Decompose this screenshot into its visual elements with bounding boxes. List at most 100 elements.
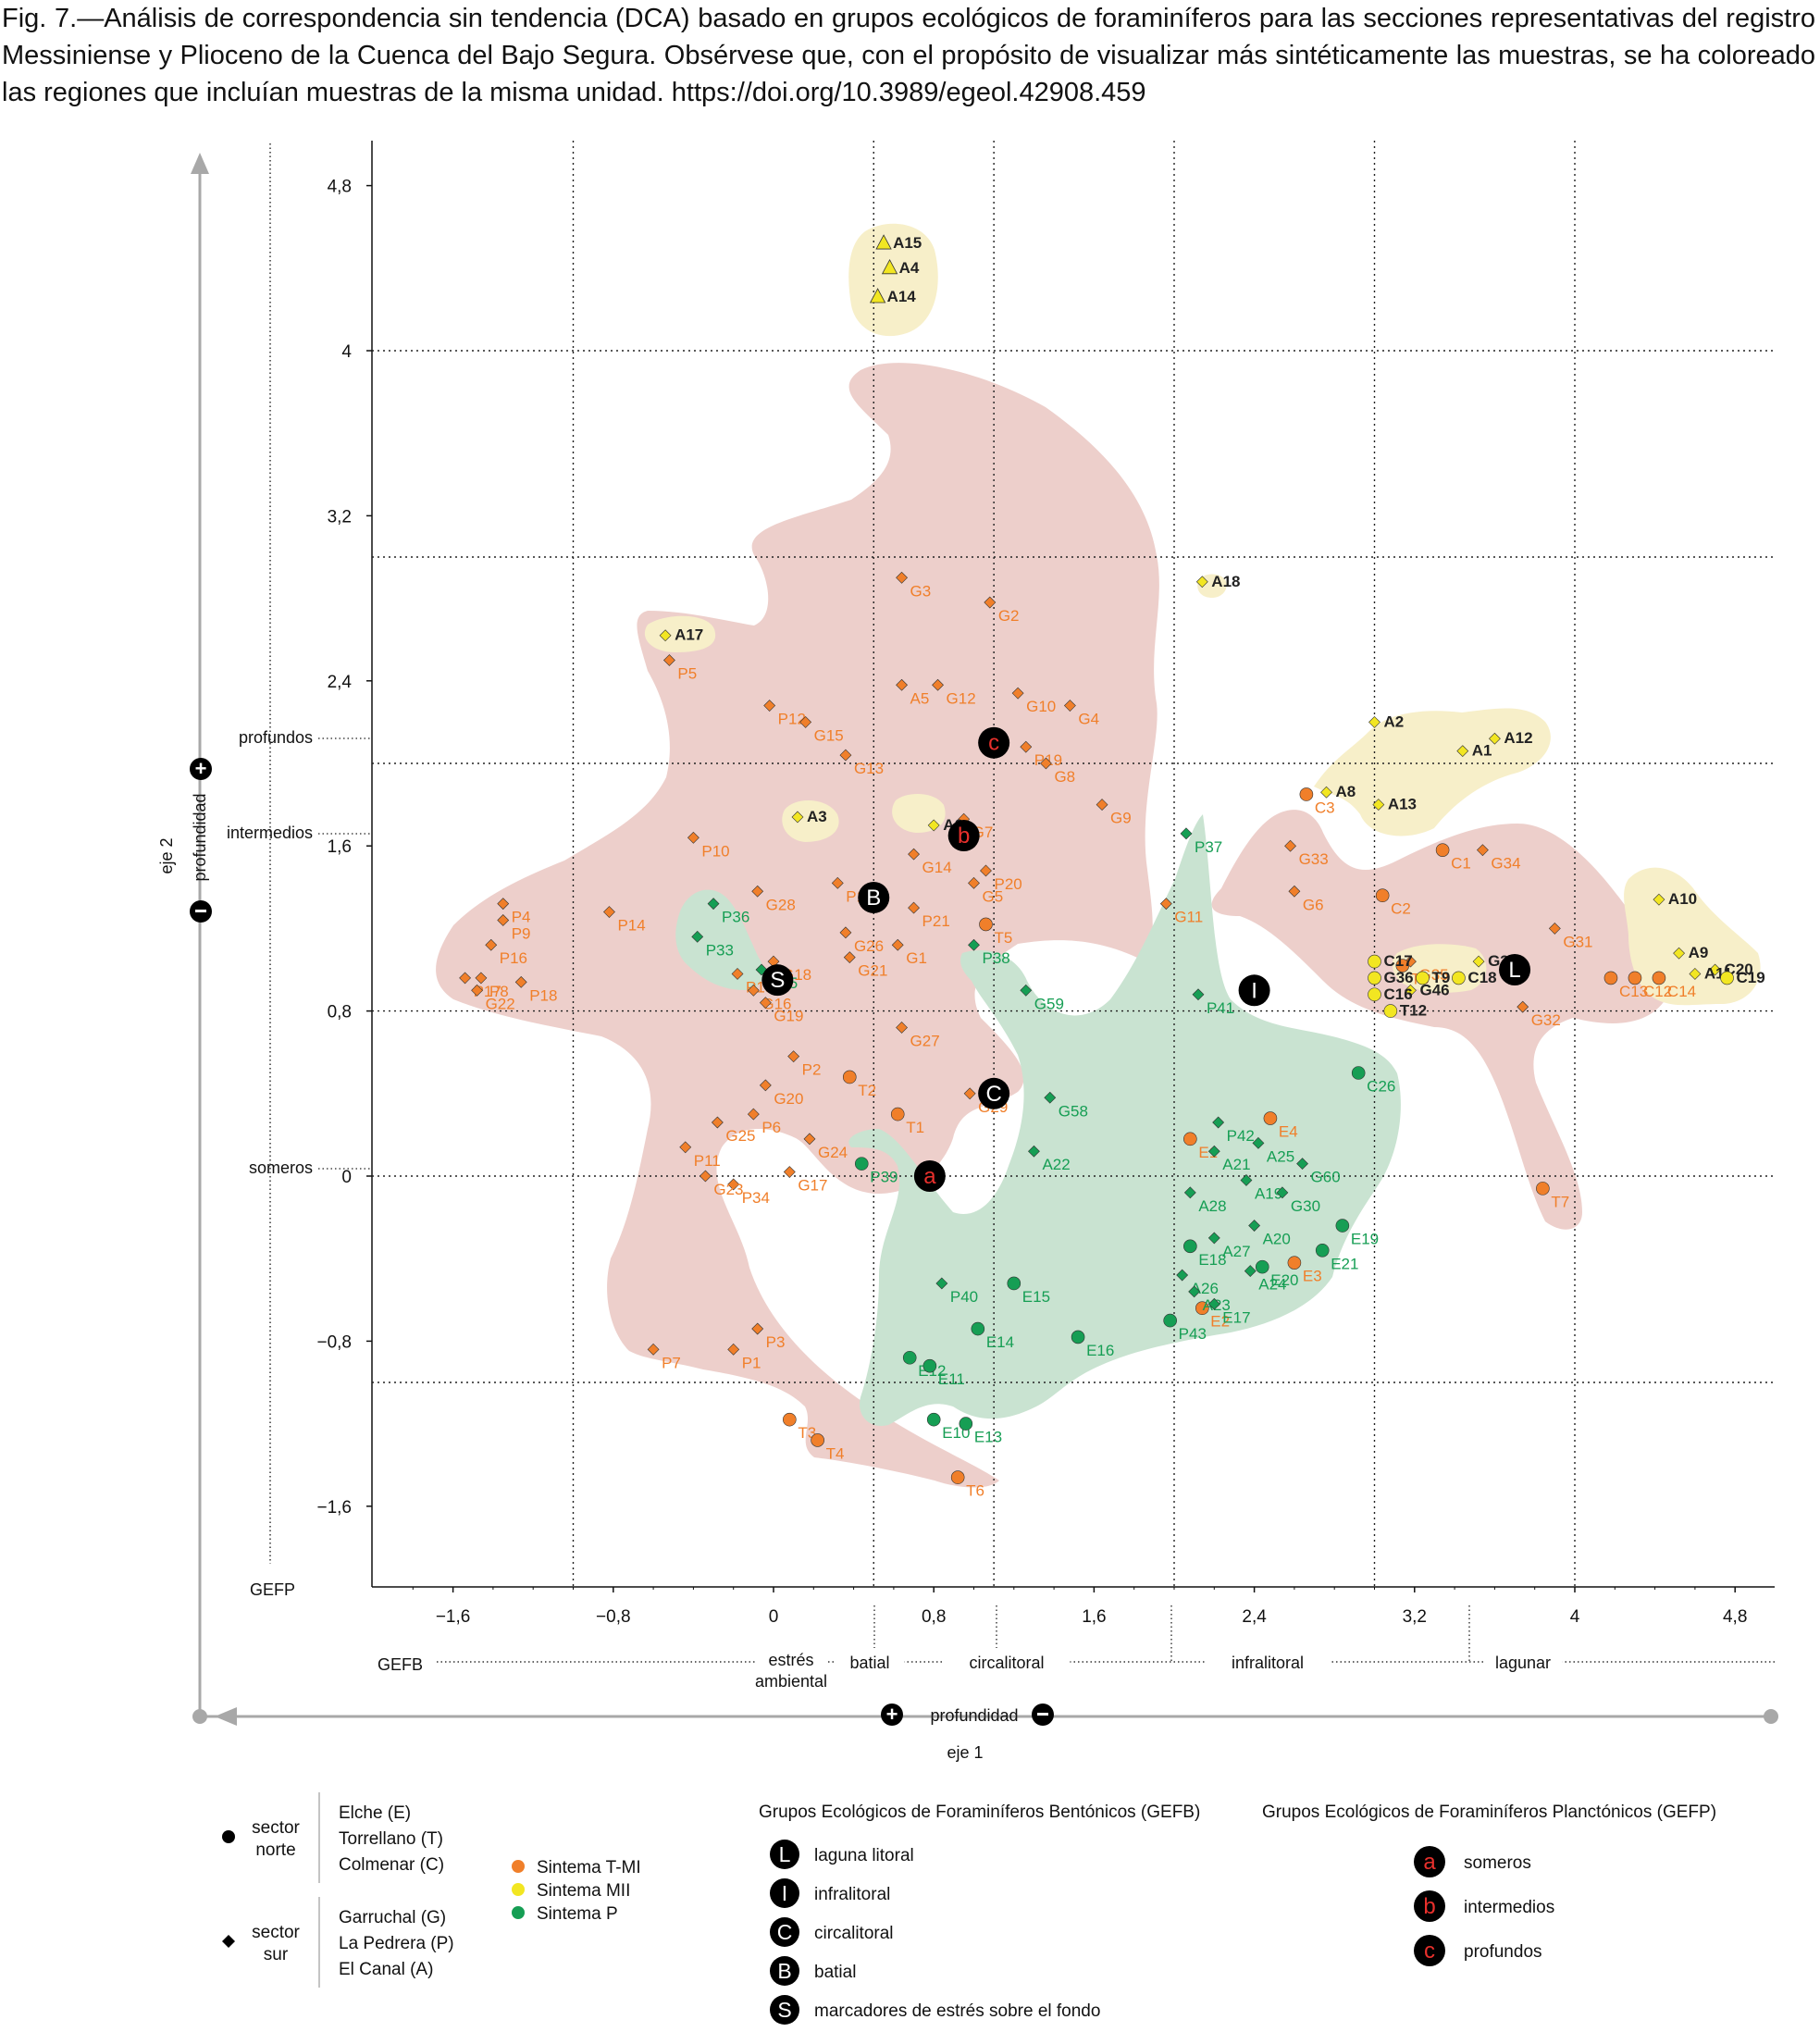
point-C18: C18 [1452,969,1497,986]
point-A27: A27 [1207,1232,1251,1260]
point-marker [926,1412,941,1427]
point-marker [1372,799,1385,812]
point-marker [1276,1186,1289,1199]
point-C14: C14 [1652,971,1696,1000]
point-marker [1456,745,1469,758]
point-marker [869,288,886,304]
point-G22: G22 [471,984,515,1012]
point-G14: G14 [908,848,952,876]
point-P34: P34 [727,1178,770,1207]
point-P41: P41 [1192,988,1234,1017]
legend-gefb-icon-1 [770,1878,799,1908]
x-tick-label-2: 0 [769,1607,779,1627]
x-zone-1: batial [849,1654,889,1672]
point-A21: A21 [1207,1145,1251,1173]
legend-gefb-label-3: batial [814,1963,856,1982]
point-G58: G58 [1044,1091,1088,1120]
point-label-G14: G14 [922,859,952,876]
point-marker [1263,1111,1278,1125]
point-P1: P1 [727,1343,761,1371]
point-marker [891,938,904,951]
point-G6: G6 [1288,885,1324,913]
point-label-G16: G16 [761,995,791,1012]
legend-sector-1: sector sur Garruchal (G) La Pedrera (P) El C… [222,1897,454,1988]
point-label-C13: C13 [1619,983,1648,1000]
point-E11: E11 [922,1358,965,1388]
legend-sector-diamond-icon [222,1935,235,1948]
point-marker [984,596,997,609]
point-marker [932,678,944,691]
point-label-G28: G28 [766,896,796,913]
point-A19: A19 [1240,1174,1282,1202]
point-label-P2: P2 [802,1061,822,1079]
marker-label-I: I [1251,978,1257,1003]
point-P7: P7 [647,1343,681,1371]
point-label-G3: G3 [910,582,932,600]
point-A4: A4 [881,259,920,277]
legend-unit-label-0: Sintema T-MI [537,1858,641,1877]
point-label-C1: C1 [1451,855,1471,873]
point-marker [1368,954,1381,969]
point-marker [1720,971,1734,985]
point-label-E4: E4 [1279,1123,1298,1141]
marker-label-L: L [1508,958,1520,983]
point-marker [1652,971,1666,985]
marker-c: c [978,726,1010,759]
point-label-E19: E19 [1351,1231,1379,1248]
point-A25: A25 [1252,1136,1294,1165]
point-label-P41: P41 [1207,999,1234,1017]
point-marker [968,876,980,889]
point-marker [1159,898,1172,911]
point-label-G21: G21 [858,962,887,980]
point-A24: A24 [1244,1265,1287,1294]
point-A12: A12 [1488,729,1533,747]
point-G4: G4 [1063,700,1099,728]
point-marker [647,1343,660,1356]
point-label-G4: G4 [1078,711,1099,728]
point-marker [1195,1301,1209,1316]
point-label-P18: P18 [529,986,557,1004]
y-depth-plus-sign: + [195,757,207,780]
point-marker [1207,1145,1220,1158]
marker-label-B: B [866,886,881,911]
point-C17: C17 [1368,952,1413,970]
point-P43: P43 [1163,1313,1207,1343]
legend-unit-2: Sintema P [512,1904,618,1924]
x-zone-bg-0 [756,1648,826,1670]
point-label-P8: P8 [489,983,509,1000]
point-marker [1296,1158,1308,1171]
point-label-G22: G22 [486,995,515,1012]
legend-gefp-label-1: intermedios [1464,1898,1554,1917]
legend-sector-item-1-1: La Pedrera (P) [339,1934,454,1953]
legend-gefp-symbol-2: c [1424,1939,1435,1964]
point-marker [896,1022,908,1034]
point-P10: P10 [687,831,730,860]
x-tick-label-4: 1,6 [1082,1607,1106,1627]
point-P14: P14 [603,906,646,935]
point-C19: C19 [1720,969,1765,986]
x-arrow-head [215,1707,237,1726]
point-label-C17: C17 [1384,952,1413,970]
point-marker [1368,715,1380,728]
point-label-P34: P34 [742,1189,770,1207]
point-P18: P18 [514,975,557,1004]
point-A1: A1 [1456,742,1492,760]
point-label-P7: P7 [662,1354,681,1371]
point-marker [471,984,484,997]
point-label-A17: A17 [675,626,703,644]
point-label-A3: A3 [807,808,827,825]
point-label-P36: P36 [722,909,749,926]
point-marker [896,678,908,691]
point-E17: E17 [1207,1297,1251,1326]
point-marker [1709,963,1721,976]
point-marker [1063,700,1076,712]
point-marker [1395,959,1410,973]
region-p-west [675,889,763,990]
x-arrow-end-dot [1764,1709,1778,1724]
region-mii-a3 [782,799,839,842]
point-label-T4: T4 [826,1444,845,1462]
point-G12: G12 [932,678,976,707]
point-P11: P11 [679,1141,721,1170]
point-marker [1405,984,1417,997]
point-label-A8: A8 [1336,783,1356,800]
